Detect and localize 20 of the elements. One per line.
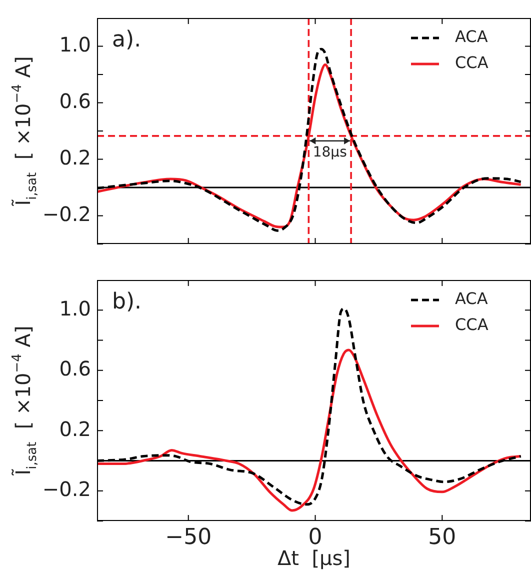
y-tick-label: −0.2	[42, 477, 91, 502]
x-tick-label: −50	[165, 524, 212, 550]
legend-label: ACA	[455, 289, 488, 308]
legend-label: CCA	[455, 53, 488, 72]
x-tick-label: 50	[428, 524, 456, 550]
y-tick-label: 1.0	[59, 296, 91, 320]
y-tick-label: 0.2	[59, 416, 91, 441]
y-tick-label: 1.0	[59, 32, 91, 56]
line-series	[97, 348, 522, 512]
y-tick-label: 0.2	[59, 145, 91, 170]
annotation: b).	[112, 290, 142, 315]
annotation: a).	[112, 28, 142, 53]
y-axis-title: Ĩi,sat [ ×10−4 A]	[10, 56, 40, 207]
y-tick-label: 0.6	[59, 88, 91, 113]
y-tick-label: −0.2	[42, 202, 91, 226]
y-axis-title: Ĩi,sat [ ×10−4 A]	[10, 326, 40, 476]
annotation: 18μs	[312, 144, 347, 161]
legend-label: CCA	[455, 315, 488, 334]
y-tick-label: 0.6	[59, 356, 91, 381]
legend-label: ACA	[455, 27, 488, 46]
